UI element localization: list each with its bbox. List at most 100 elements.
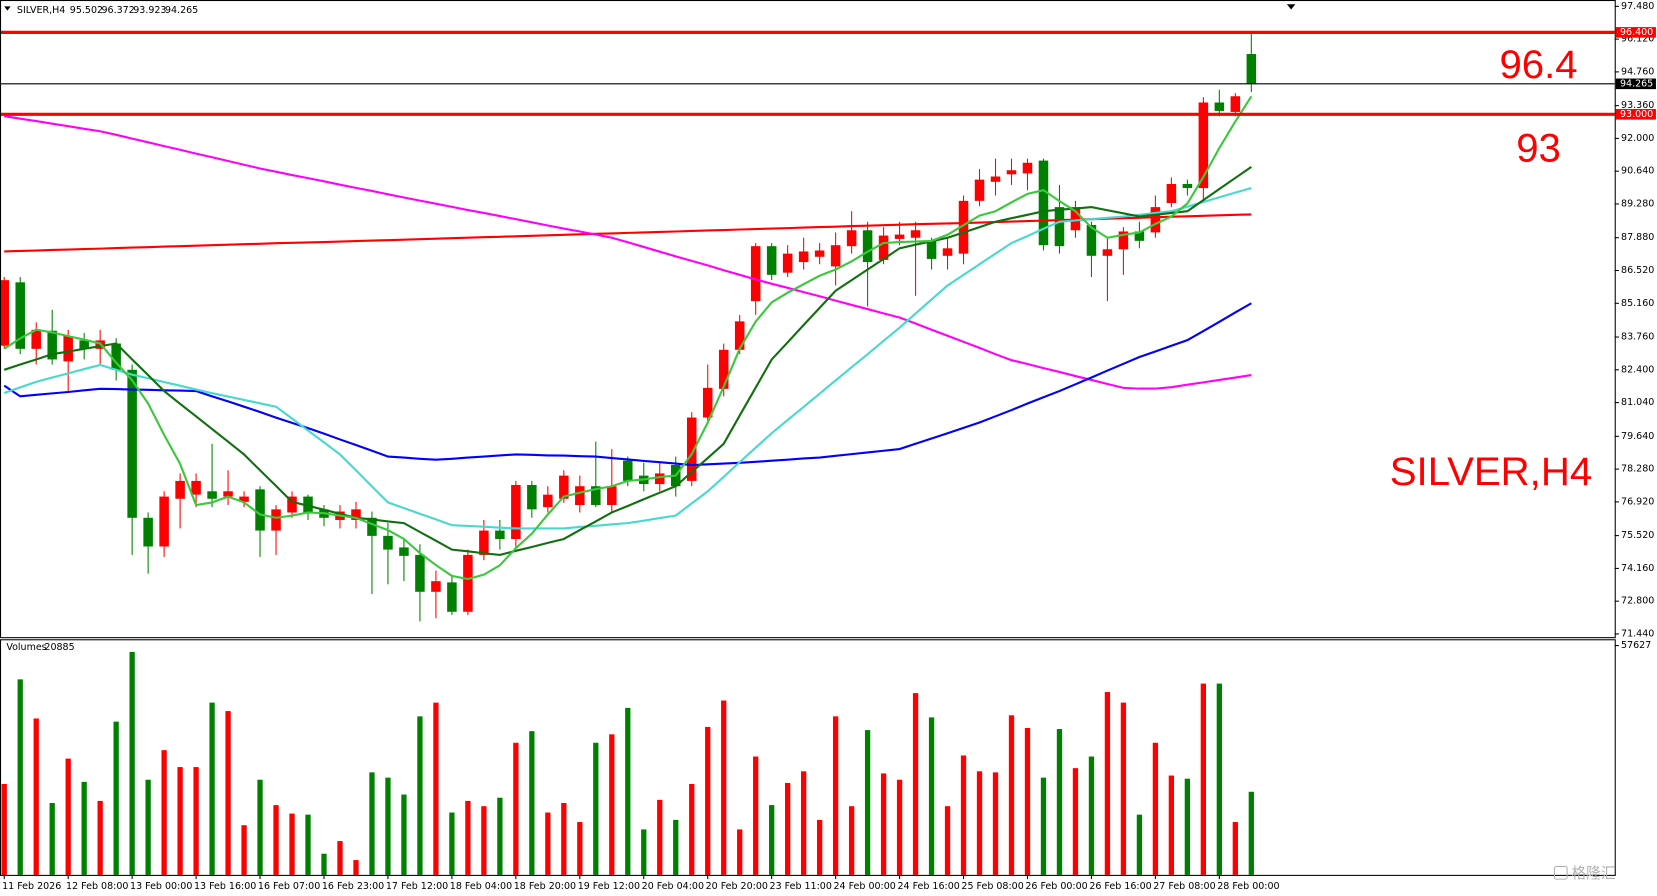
candle-body (942, 248, 953, 256)
candle-body (958, 200, 969, 254)
x-tick-label: 12 Feb 08:00 (66, 881, 128, 892)
x-tick-label: 26 Feb 00:00 (1025, 881, 1087, 892)
y-tick-label: 75.520 (1621, 530, 1654, 541)
x-tick-label: 13 Feb 00:00 (130, 881, 192, 892)
y-tick-label: 90.640 (1621, 166, 1654, 177)
y-tick-label: 96.120 (1621, 34, 1654, 45)
moving-average (3, 187, 1252, 530)
candle-body (143, 517, 153, 547)
candle-body (79, 340, 89, 349)
volume-bar (625, 707, 631, 875)
volume-bar (657, 799, 663, 875)
x-tick-label: 19 Feb 12:00 (578, 881, 640, 892)
candle-body (511, 485, 521, 539)
x-tick-label: 17 Feb 12:00 (386, 881, 448, 892)
volume-bar (641, 829, 647, 875)
volume-bar (401, 794, 407, 875)
candle-body (734, 321, 745, 350)
level-label: 93.000 (1620, 109, 1653, 120)
volume-bar (816, 819, 823, 875)
candle-body (1150, 207, 1161, 233)
y-tick-label: 79.640 (1621, 431, 1654, 442)
volume-bar (433, 702, 439, 875)
x-tick-label: 18 Feb 04:00 (450, 881, 512, 892)
moving-average (3, 95, 1253, 581)
volume-bar (1072, 768, 1079, 875)
candle-body (766, 246, 777, 275)
level-annotation: 93 (1516, 126, 1561, 171)
y-tick-label: 74.160 (1621, 563, 1654, 574)
volume-bar (193, 767, 199, 875)
volume-bar (577, 822, 583, 875)
volume-bar (928, 717, 935, 875)
x-tick-label: 20 Feb 20:00 (706, 881, 768, 892)
y-tick-label: 72.800 (1621, 596, 1654, 607)
volume-bar (305, 814, 311, 875)
volume-bar (673, 819, 679, 875)
candle-body (351, 509, 361, 520)
volume-bar (113, 721, 119, 875)
volume-bar (465, 800, 471, 875)
level-label-box (1615, 27, 1656, 38)
candle-body (878, 235, 889, 260)
volume-bar (1088, 756, 1095, 875)
candle-body (495, 530, 505, 539)
candle-body (1182, 183, 1193, 189)
x-tick-label: 25 Feb 08:00 (961, 881, 1023, 892)
candle-body (367, 517, 377, 536)
x-tick-label: 24 Feb 16:00 (897, 881, 959, 892)
level-annotation: 96.4 (1499, 42, 1577, 87)
candle-body (1166, 183, 1177, 204)
level-label-box (1615, 109, 1656, 120)
volume-bar (177, 767, 183, 875)
volume-bar (257, 779, 263, 875)
candle-body (31, 329, 41, 349)
volume-bar (1232, 822, 1238, 875)
candle-body (1198, 102, 1209, 189)
volume-bar (225, 711, 231, 875)
candle-body (607, 486, 617, 506)
candle-body (750, 246, 761, 302)
candle-body (846, 230, 857, 247)
y-tick-label: 89.280 (1621, 198, 1654, 209)
volume-bar (864, 730, 871, 875)
volume-bar (960, 755, 967, 875)
candle-body (686, 417, 697, 481)
volume-bar (513, 742, 519, 875)
candle-body (463, 554, 473, 612)
volume-bar (129, 651, 135, 875)
volume-bar (497, 797, 503, 875)
candle-body (191, 480, 201, 495)
y-tick-label: 78.280 (1621, 464, 1654, 475)
y-tick-label: 94.760 (1621, 66, 1654, 77)
candle-body (926, 240, 937, 259)
candle-body (798, 251, 809, 263)
y-tick-label: 97.480 (1621, 1, 1654, 12)
candle-body (1086, 224, 1097, 256)
y-tick-label: 76.920 (1621, 496, 1654, 507)
volume-bar (944, 806, 951, 875)
candle-body (1054, 207, 1065, 247)
volume-bar (1168, 775, 1175, 875)
candle-body (287, 496, 297, 513)
candle-body (207, 491, 217, 499)
header-high: 96.372 (102, 5, 135, 16)
candle-body (575, 486, 585, 506)
candle-body (830, 245, 841, 267)
volume-bar (1248, 791, 1254, 875)
candle-body (702, 387, 713, 418)
price-panel-border (0, 0, 1616, 639)
volume-bar (353, 860, 359, 875)
y-tick-label: 93.360 (1621, 100, 1654, 111)
candle-body (63, 336, 73, 362)
shift-marker (1286, 4, 1296, 10)
volume-bar (321, 853, 327, 875)
volume-bar (593, 742, 599, 875)
candle-body (431, 581, 441, 592)
volume-bar (1056, 729, 1063, 875)
candle-body (1006, 170, 1017, 175)
last-price-label: 94.265 (1620, 78, 1653, 89)
candle-body (990, 176, 1001, 182)
